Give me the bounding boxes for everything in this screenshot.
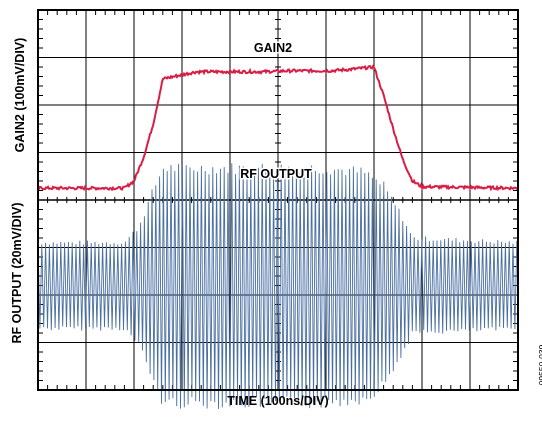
gain2-axis-label: GAIN2 (100mV/DIV)	[13, 37, 27, 153]
gain2-trace	[37, 64, 519, 192]
gain2-trace-label: GAIN2	[254, 41, 292, 55]
figure-id: 09550-039	[537, 344, 542, 386]
rf-output-axis-label: RF OUTPUT (20mV/DIV)	[10, 202, 24, 344]
plot-frame	[37, 9, 519, 391]
time-axis-label: TIME (100ns/DIV)	[227, 394, 329, 408]
rf-output-trace	[37, 162, 518, 409]
rf-output-trace-label: RF OUTPUT	[240, 167, 312, 181]
